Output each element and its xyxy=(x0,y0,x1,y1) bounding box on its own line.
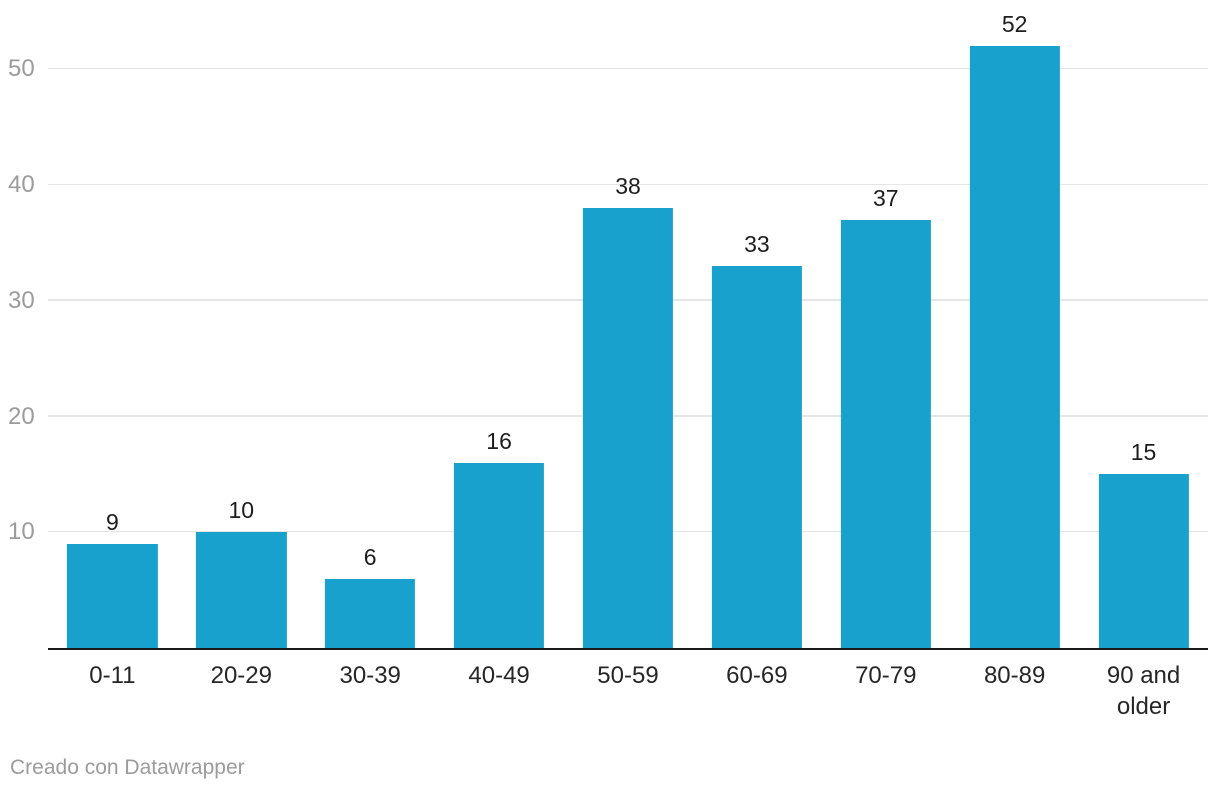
category-label-text: 30-39 xyxy=(339,662,401,689)
datawrapper-credit-link[interactable]: Creado con Datawrapper xyxy=(10,756,245,779)
y-tick-label-20: 20 xyxy=(8,402,35,430)
category-label: 70-79 xyxy=(821,660,950,691)
category-label: 50-59 xyxy=(564,660,693,691)
value-label: 9 xyxy=(106,508,119,535)
bar-slot: 33 xyxy=(692,0,821,648)
bar-slot: 38 xyxy=(564,0,693,648)
bar-slot: 16 xyxy=(435,0,564,648)
bar-slot: 37 xyxy=(821,0,950,648)
category-label-text: 50-59 xyxy=(597,662,659,689)
y-tick-label-10: 10 xyxy=(8,518,35,546)
gridline-40 xyxy=(48,183,1208,186)
category-label-text: 90 and older xyxy=(1106,662,1181,721)
category-label-text: 0-11 xyxy=(89,662,136,689)
value-label: 6 xyxy=(363,543,377,570)
category-label: 90 and older xyxy=(1079,660,1208,722)
bar xyxy=(969,46,1060,648)
category-label-text: 20-29 xyxy=(210,662,272,689)
category-label: 60-69 xyxy=(692,660,821,691)
bar-slot: 52 xyxy=(950,0,1079,648)
value-label: 33 xyxy=(744,231,770,258)
value-label: 52 xyxy=(1001,11,1028,38)
bar xyxy=(453,462,545,648)
bar xyxy=(711,266,802,648)
value-label: 15 xyxy=(1130,439,1157,466)
value-label: 10 xyxy=(228,497,255,524)
bar xyxy=(582,208,674,648)
category-label: 0-11 xyxy=(48,660,177,691)
value-label: 38 xyxy=(615,173,641,200)
category-label: 20-29 xyxy=(177,660,306,691)
category-label: 40-49 xyxy=(435,660,564,691)
bar xyxy=(325,578,416,648)
y-tick-label-40: 40 xyxy=(8,171,35,199)
bar-slot: 10 xyxy=(177,0,306,648)
category-label-text: 40-49 xyxy=(468,662,530,689)
y-tick-label-50: 50 xyxy=(8,55,35,83)
value-label: 16 xyxy=(486,427,512,454)
bar xyxy=(67,543,158,648)
category-label-text: 80-89 xyxy=(983,662,1046,689)
gridline-50 xyxy=(48,67,1208,70)
y-tick-label-30: 30 xyxy=(8,286,35,314)
bar xyxy=(840,219,931,648)
category-label-text: 60-69 xyxy=(726,662,788,689)
bar-slot: 9 xyxy=(48,0,177,648)
bar xyxy=(196,532,287,648)
plot-area: 9 10 6 16 38 33 37 52 15 xyxy=(48,0,1208,650)
bar xyxy=(1098,474,1189,648)
value-label: 37 xyxy=(872,184,899,211)
category-label-text: 70-79 xyxy=(855,662,917,689)
category-label: 80-89 xyxy=(950,660,1079,691)
bar-slot: 6 xyxy=(306,0,435,648)
bar-slot: 15 xyxy=(1079,0,1208,648)
category-label: 30-39 xyxy=(306,660,435,691)
